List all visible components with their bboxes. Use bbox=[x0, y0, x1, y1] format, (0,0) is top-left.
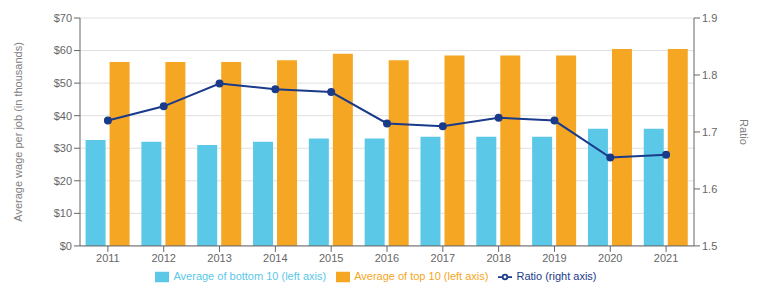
svg-text:$70: $70 bbox=[54, 12, 72, 24]
svg-text:1.8: 1.8 bbox=[702, 69, 717, 81]
svg-text:1.9: 1.9 bbox=[702, 12, 717, 24]
svg-text:$30: $30 bbox=[54, 142, 72, 154]
svg-text:1.5: 1.5 bbox=[702, 240, 717, 252]
svg-text:2019: 2019 bbox=[542, 252, 566, 264]
svg-text:2014: 2014 bbox=[263, 252, 287, 264]
svg-text:2018: 2018 bbox=[486, 252, 510, 264]
svg-text:1.6: 1.6 bbox=[702, 183, 717, 195]
svg-text:2020: 2020 bbox=[598, 252, 622, 264]
svg-text:2017: 2017 bbox=[431, 252, 455, 264]
html-text:Average of bottom 10 (left axi: Average of bottom 10 (left axis) bbox=[173, 269, 327, 282]
html-text:Ratio (right axis): Ratio (right axis) bbox=[516, 269, 597, 282]
svg-text:$0: $0 bbox=[60, 240, 72, 252]
svg-text:2011: 2011 bbox=[96, 252, 120, 264]
html-text:Average of top 10 (left axis): Average of top 10 (left axis) bbox=[354, 269, 489, 282]
svg-text:2016: 2016 bbox=[375, 252, 399, 264]
svg-text:Average wage per job (in thous: Average wage per job (in thousands) bbox=[12, 42, 24, 222]
svg-text:2013: 2013 bbox=[207, 252, 231, 264]
svg-text:$50: $50 bbox=[54, 77, 72, 89]
svg-text:$10: $10 bbox=[54, 207, 72, 219]
svg-text:$40: $40 bbox=[54, 110, 72, 122]
svg-text:2015: 2015 bbox=[319, 252, 343, 264]
svg-text:1.7: 1.7 bbox=[702, 126, 717, 138]
svg-text:2021: 2021 bbox=[654, 252, 678, 264]
svg-text:Ratio: Ratio bbox=[738, 119, 750, 145]
svg-text:2012: 2012 bbox=[151, 252, 175, 264]
svg-text:$20: $20 bbox=[54, 175, 72, 187]
svg-text:$60: $60 bbox=[54, 44, 72, 56]
